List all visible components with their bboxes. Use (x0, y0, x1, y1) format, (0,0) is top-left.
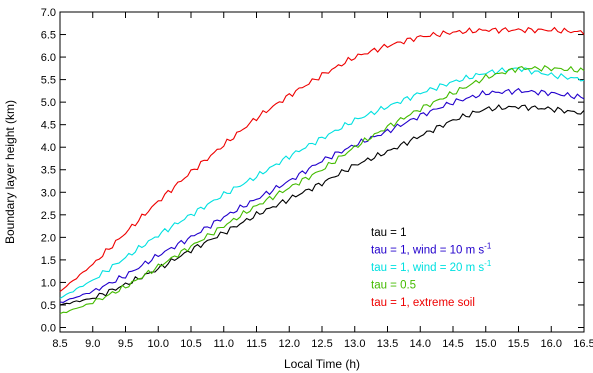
y-axis-ticks: 0.0 0.5 1.0 1.5 2.0 2.5 3.0 3.5 4.0 4.5 5.0 5.5 6.0 6… (41, 7, 584, 334)
x-axis-ticks: 8.5 9.0 9.5 10.0 10.5 11.0 11.5 12.0 12.5 13.0 13.… (52, 12, 593, 350)
y-tick-label: 3.5 (41, 165, 56, 177)
y-tick-label: 6.5 (41, 30, 56, 42)
legend-entry-0: tau = 1 (371, 227, 407, 239)
x-tick-label: 16.0 (541, 338, 562, 350)
y-tick-label: 5.0 (41, 97, 56, 109)
x-tick-label: 13.5 (377, 338, 398, 350)
series-line-3 (59, 65, 585, 315)
x-tick-label: 9.0 (85, 338, 100, 350)
legend-entry-3: tau = 0.5 (371, 280, 416, 292)
x-tick-label: 16.5 (573, 338, 593, 350)
y-tick-label: 0.5 (41, 300, 56, 312)
x-tick-label: 14.0 (410, 338, 431, 350)
y-tick-label: 4.0 (41, 142, 56, 154)
series-lines (59, 26, 585, 315)
legend-entry-2: tau = 1, wind = 20 m s-1 (371, 259, 492, 274)
y-tick-label: 7.0 (41, 7, 56, 19)
legend: tau = 1 tau = 1, wind = 10 m s-1 tau = 1, … (371, 227, 492, 309)
x-axis-title: Local Time (h) (284, 357, 360, 371)
x-tick-label: 10.0 (148, 338, 169, 350)
series-line-4 (59, 26, 585, 293)
legend-entry-1: tau = 1, wind = 10 m s-1 (371, 242, 492, 257)
x-tick-label: 14.5 (442, 338, 463, 350)
x-tick-label: 9.5 (118, 338, 133, 350)
y-tick-label: 2.5 (41, 210, 56, 222)
plot-frame (59, 11, 585, 333)
series-line-2 (59, 67, 585, 299)
y-tick-label: 0.0 (41, 322, 56, 334)
x-tick-label: 11.5 (246, 338, 267, 350)
y-tick-label: 4.5 (41, 120, 56, 132)
legend-entry-4: tau = 1, extreme soil (371, 297, 475, 309)
y-tick-label: 6.0 (41, 52, 56, 64)
x-tick-label: 15.5 (508, 338, 529, 350)
series-line-1 (59, 87, 585, 303)
y-tick-label: 5.5 (41, 75, 56, 87)
x-tick-label: 8.5 (52, 338, 67, 350)
x-tick-label: 13.0 (344, 338, 365, 350)
y-tick-label: 2.0 (41, 232, 56, 244)
x-tick-label: 12.0 (279, 338, 300, 350)
y-tick-label: 1.0 (41, 277, 56, 289)
series-line-0 (59, 104, 585, 306)
x-tick-label: 11.0 (213, 338, 234, 350)
x-tick-label: 15.0 (475, 338, 496, 350)
y-axis-title: Boundary layer height (km) (3, 100, 17, 244)
y-tick-label: 1.5 (41, 255, 56, 267)
y-tick-label: 3.0 (41, 187, 56, 199)
x-tick-label: 12.5 (311, 338, 332, 350)
x-tick-label: 10.5 (180, 338, 201, 350)
